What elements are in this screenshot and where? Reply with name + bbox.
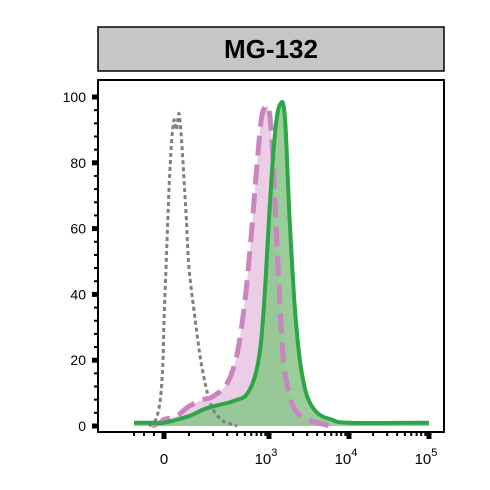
series-green-solid-fill bbox=[134, 101, 429, 427]
x-tick-label-0: 0 bbox=[160, 451, 168, 468]
y-tick-label-20: 20 bbox=[70, 352, 86, 368]
chart-title: MG-132 bbox=[224, 34, 318, 64]
title-panel: MG-132 bbox=[97, 26, 445, 72]
y-axis: 0 20 40 60 80 100 bbox=[63, 89, 98, 434]
y-tick-label-0: 0 bbox=[78, 418, 86, 434]
y-tick-label-60: 60 bbox=[70, 221, 86, 237]
x-tick-label-1000: 103 bbox=[255, 447, 278, 468]
series-grey-dotted-line bbox=[148, 111, 238, 428]
x-tick-label-10000: 104 bbox=[335, 447, 358, 468]
x-axis: 0 103 104 105 bbox=[133, 432, 438, 468]
series-pink-dashed-fill bbox=[152, 105, 332, 426]
histogram-fills bbox=[134, 101, 429, 427]
series-green-solid-line bbox=[134, 99, 430, 426]
y-tick-label-100: 100 bbox=[63, 89, 87, 105]
series-pink-dashed-line bbox=[151, 102, 332, 429]
title-box bbox=[97, 26, 445, 72]
y-tick-label-40: 40 bbox=[70, 286, 86, 302]
histogram-lines bbox=[134, 99, 430, 429]
x-tick-label-100000: 105 bbox=[415, 447, 438, 468]
y-tick-label-80: 80 bbox=[70, 155, 86, 171]
